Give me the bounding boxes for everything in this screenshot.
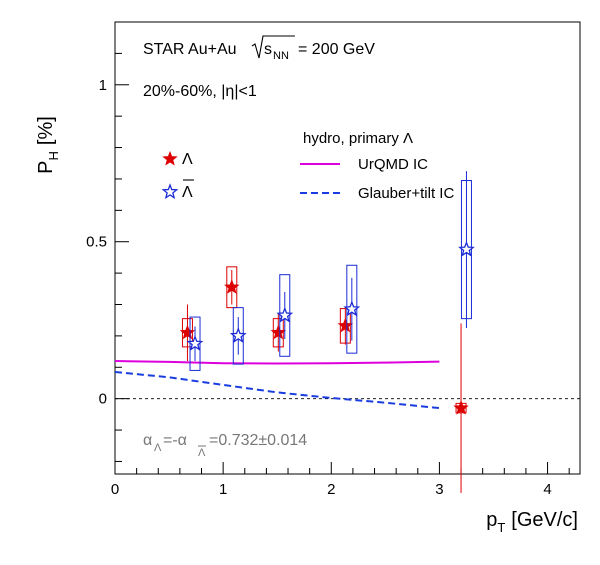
energy-label: = 200 GeV <box>298 41 375 58</box>
y-tick-label: 0 <box>99 391 107 408</box>
alpha-subscript-lambda: Λ <box>154 442 162 454</box>
antilambda-marker <box>458 240 475 257</box>
y-tick-label: 0.5 <box>86 234 107 251</box>
legend-antilambda-label: Λ <box>182 184 193 201</box>
antilambda-point <box>343 264 361 354</box>
alpha-symbol: α <box>143 432 152 449</box>
lambda-point <box>453 323 469 493</box>
plot-frame <box>114 21 581 475</box>
legend-lambda-marker <box>162 150 178 166</box>
axis-ticks: 0 1 2 3 4 0 0.5 1 <box>86 21 570 498</box>
lambda-point <box>270 313 287 352</box>
antilambda-marker <box>229 327 247 344</box>
legend-glauber-label: Glauber+tilt IC <box>358 185 454 202</box>
legend-lambda-label: Λ <box>182 151 193 168</box>
antilambda-point <box>276 274 294 357</box>
lambda-marker <box>224 279 240 294</box>
antilambda-marker <box>186 334 204 351</box>
sqrt-argument: s <box>264 41 272 58</box>
sqrt-symbol <box>251 35 295 59</box>
antilambda-point <box>229 307 247 365</box>
antilambda-point <box>186 316 204 371</box>
lambda-marker <box>179 324 196 340</box>
y-tick-label: 1 <box>99 77 107 94</box>
lambda-point <box>179 304 196 361</box>
x-axis-unit: [GeV/c] <box>511 509 578 531</box>
legend-lambda-star <box>162 150 178 166</box>
legend-data: Λ Λ <box>161 150 194 201</box>
legend-antilambda-star <box>161 183 179 200</box>
lambda-sys-box <box>226 266 238 309</box>
lambda-marker <box>453 399 469 415</box>
data-points <box>179 171 475 493</box>
antilambda-marker <box>276 306 294 323</box>
x-tick-label: 2 <box>327 481 335 498</box>
y-axis-symbol: P <box>35 160 57 173</box>
glauber-curve <box>114 371 440 410</box>
svg-text:PH[%]: PH [%] <box>35 116 61 174</box>
x-axis-title: pT [GeV/c] <box>486 509 578 535</box>
x-tick-label: 1 <box>219 481 227 498</box>
lambda-marker <box>337 317 354 333</box>
y-axis-subscript: H <box>46 151 61 160</box>
x-axis-subscript: T <box>497 520 505 535</box>
antilambda-point <box>458 171 475 329</box>
antilambda-marker <box>343 300 361 317</box>
alpha-middle: =-α <box>163 432 187 449</box>
sqrt-subscript: NN <box>273 50 289 62</box>
lambda-point <box>337 307 354 345</box>
alpha-subscript-antilambda: Λ <box>198 447 206 459</box>
y-axis-title: PH [%] <box>35 116 61 174</box>
urqmd-curve <box>114 360 440 365</box>
model-curves <box>114 360 440 410</box>
x-tick-label: 3 <box>435 481 443 498</box>
lambda-point <box>224 266 240 309</box>
legend-models: hydro, primary Λ UrQMD IC Glauber+tilt I… <box>300 130 454 202</box>
centrality-label: 20%-60%, |η|<1 <box>143 83 257 100</box>
legend-model-header: hydro, primary Λ <box>303 130 413 147</box>
lambda-marker <box>270 324 287 340</box>
legend-antilambda-marker <box>161 183 179 200</box>
legend-urqmd-label: UrQMD IC <box>358 156 428 173</box>
svg-text:pT[GeV/c]: pT [GeV/c] <box>486 509 578 535</box>
y-axis-unit: [%] <box>35 116 57 145</box>
x-tick-label: 4 <box>543 481 551 498</box>
collision-system-label: STAR Au+Au <box>143 41 237 58</box>
x-tick-label: 0 <box>111 481 119 498</box>
alpha-value: =0.732±0.014 <box>209 432 307 449</box>
x-axis-symbol: p <box>486 509 497 531</box>
